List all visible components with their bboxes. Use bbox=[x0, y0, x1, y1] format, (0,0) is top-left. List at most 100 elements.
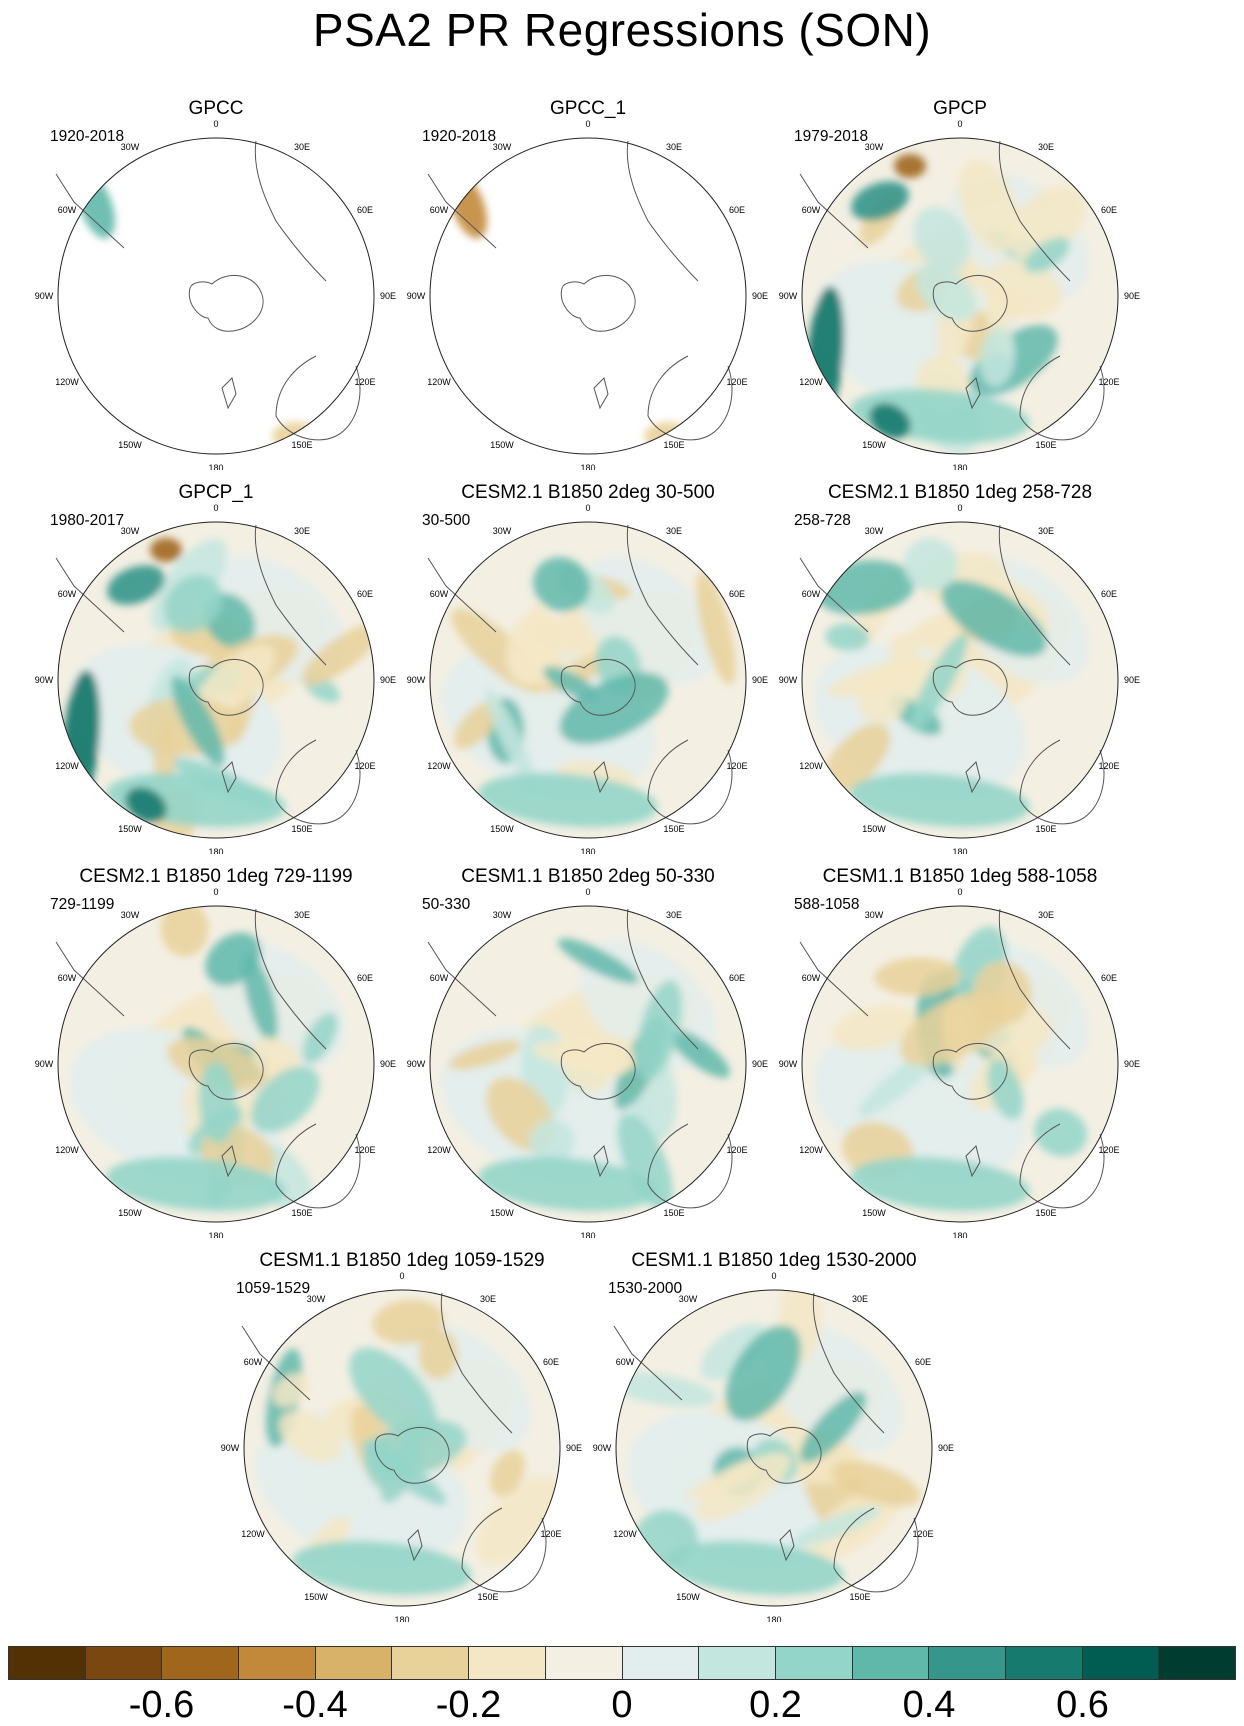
polar-map: 0 30E 60E 90E 120E 150E 180 150W 120W 90W 60W 30W bbox=[35, 119, 396, 470]
longitude-label: 60W bbox=[430, 973, 449, 983]
longitude-label: 150W bbox=[490, 1208, 514, 1218]
panel-title: CESM1.1 B1850 1deg 588-1058 bbox=[822, 866, 1098, 887]
longitude-label: 0 bbox=[213, 119, 218, 129]
panel-title: CESM2.1 B1850 1deg 729-1199 bbox=[79, 866, 353, 887]
longitude-label: 90W bbox=[407, 1059, 426, 1069]
longitude-label: 0 bbox=[771, 1271, 776, 1281]
period-label: 1920-2018 bbox=[422, 128, 497, 145]
map-panel: GPCP 0 30E 60E 90E 120E 150E 180 150W 120W 90W 60W 3… bbox=[774, 98, 1146, 470]
longitude-label: 150E bbox=[849, 1592, 870, 1602]
longitude-label: 120E bbox=[726, 1145, 747, 1155]
polar-map: 0 30E 60E 90E 120E 150E 180 150W 120W 90W 60W 30W bbox=[407, 503, 768, 854]
longitude-label: 150W bbox=[304, 1592, 328, 1602]
colorbar-box bbox=[1082, 1647, 1160, 1679]
longitude-label: 60E bbox=[729, 589, 745, 599]
panel-title: CESM1.1 B1850 2deg 50-330 bbox=[461, 866, 715, 887]
colorbar-box bbox=[622, 1647, 700, 1679]
longitude-label: 180 bbox=[766, 1615, 781, 1622]
longitude-label: 180 bbox=[208, 1231, 223, 1238]
longitude-label: 60E bbox=[357, 973, 373, 983]
period-label: 1980-2017 bbox=[50, 512, 125, 529]
longitude-label: 30E bbox=[294, 142, 310, 152]
period-label: 729-1199 bbox=[50, 896, 115, 913]
longitude-label: 90W bbox=[35, 1059, 54, 1069]
panel-title: CESM1.1 B1850 1deg 1059-1529 bbox=[259, 1250, 545, 1271]
longitude-label: 120W bbox=[55, 761, 79, 771]
longitude-label: 30E bbox=[1038, 910, 1054, 920]
longitude-label: 120E bbox=[726, 377, 747, 387]
longitude-label: 90E bbox=[566, 1443, 582, 1453]
longitude-label: 120E bbox=[726, 761, 747, 771]
longitude-label: 60W bbox=[244, 1357, 263, 1367]
longitude-label: 180 bbox=[208, 463, 223, 470]
longitude-label: 30W bbox=[493, 910, 512, 920]
colorbar-box bbox=[699, 1647, 776, 1679]
longitude-label: 30W bbox=[493, 526, 512, 536]
longitude-label: 150E bbox=[291, 1208, 312, 1218]
longitude-label: 0 bbox=[957, 119, 962, 129]
longitude-label: 120W bbox=[427, 377, 451, 387]
longitude-label: 120W bbox=[241, 1529, 265, 1539]
longitude-label: 120E bbox=[1098, 761, 1119, 771]
longitude-label: 150E bbox=[663, 440, 684, 450]
longitude-label: 150W bbox=[118, 824, 142, 834]
longitude-label: 120E bbox=[354, 377, 375, 387]
longitude-label: 120W bbox=[427, 1145, 451, 1155]
longitude-label: 150E bbox=[477, 1592, 498, 1602]
colorbar-box bbox=[852, 1647, 930, 1679]
polar-map: 0 30E 60E 90E 120E 150E 180 150W 120W 90W 60W 30W bbox=[35, 887, 396, 1238]
longitude-label: 180 bbox=[580, 847, 595, 854]
longitude-label: 60W bbox=[58, 589, 77, 599]
longitude-label: 180 bbox=[952, 847, 967, 854]
longitude-label: 60E bbox=[357, 205, 373, 215]
longitude-label: 150E bbox=[1035, 440, 1056, 450]
longitude-label: 30W bbox=[493, 142, 512, 152]
longitude-label: 180 bbox=[580, 1231, 595, 1238]
longitude-label: 90E bbox=[380, 675, 396, 685]
longitude-label: 180 bbox=[208, 847, 223, 854]
longitude-label: 0 bbox=[213, 503, 218, 513]
longitude-label: 30E bbox=[666, 142, 682, 152]
longitude-label: 60E bbox=[729, 973, 745, 983]
longitude-label: 60W bbox=[616, 1357, 635, 1367]
colorbar-tick-label: 0.4 bbox=[902, 1684, 956, 1726]
longitude-label: 120E bbox=[1098, 377, 1119, 387]
colorbar-tick-label: -0.2 bbox=[435, 1684, 502, 1726]
longitude-label: 60E bbox=[1101, 205, 1117, 215]
longitude-label: 60E bbox=[1101, 589, 1117, 599]
longitude-label: 150W bbox=[118, 440, 142, 450]
panel-title: GPCC bbox=[188, 98, 244, 119]
longitude-label: 120W bbox=[55, 1145, 79, 1155]
colorbar-box bbox=[545, 1647, 623, 1679]
longitude-label: 30W bbox=[121, 910, 140, 920]
longitude-label: 120W bbox=[613, 1529, 637, 1539]
longitude-label: 30E bbox=[666, 910, 682, 920]
colorbar-tick-label: 0.6 bbox=[1056, 1684, 1109, 1726]
longitude-label: 120E bbox=[354, 761, 375, 771]
colorbar bbox=[8, 1646, 1236, 1680]
longitude-label: 60W bbox=[802, 589, 821, 599]
longitude-label: 60W bbox=[430, 205, 449, 215]
longitude-label: 90W bbox=[35, 675, 54, 685]
longitude-label: 30W bbox=[121, 526, 140, 536]
colorbar-box bbox=[162, 1647, 240, 1679]
longitude-label: 0 bbox=[585, 887, 590, 897]
longitude-label: 30W bbox=[307, 1294, 326, 1304]
panel-title: CESM1.1 B1850 1deg 1530-2000 bbox=[631, 1250, 917, 1271]
map-panel: CESM1.1 B1850 1deg 1059-1529 0 30E 60E 90E 12… bbox=[216, 1250, 588, 1622]
longitude-label: 90E bbox=[752, 291, 768, 301]
longitude-label: 90W bbox=[779, 1059, 798, 1069]
period-label: 1979-2018 bbox=[794, 128, 869, 145]
longitude-label: 90W bbox=[593, 1443, 612, 1453]
period-label: 1530-2000 bbox=[608, 1280, 683, 1297]
longitude-label: 150E bbox=[663, 1208, 684, 1218]
colorbar-box bbox=[392, 1647, 470, 1679]
map-panel: CESM1.1 B1850 2deg 50-330 0 30E 60E 90E 120E 1… bbox=[402, 866, 774, 1238]
colorbar-box bbox=[1005, 1647, 1083, 1679]
colorbar-box bbox=[9, 1647, 86, 1679]
map-panel: CESM2.1 B1850 1deg 258-728 0 30E 60E 90E 120E… bbox=[774, 482, 1146, 854]
longitude-label: 90E bbox=[1124, 675, 1140, 685]
longitude-label: 30W bbox=[865, 910, 884, 920]
longitude-label: 60W bbox=[58, 205, 77, 215]
longitude-label: 90W bbox=[779, 291, 798, 301]
